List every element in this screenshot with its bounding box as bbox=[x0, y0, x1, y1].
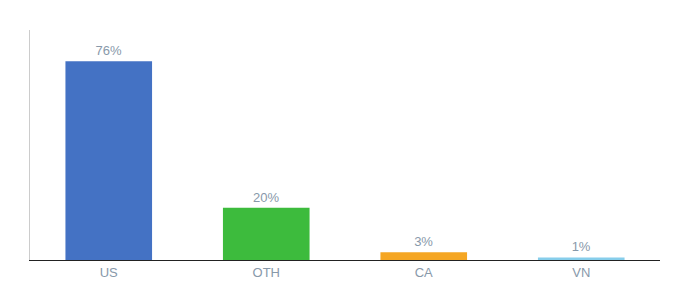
svg-text:20%: 20% bbox=[253, 190, 279, 205]
svg-text:3%: 3% bbox=[414, 234, 433, 249]
svg-text:CA: CA bbox=[415, 265, 433, 280]
svg-text:VN: VN bbox=[572, 265, 590, 280]
svg-text:1%: 1% bbox=[572, 239, 591, 254]
svg-text:OTH: OTH bbox=[253, 265, 280, 280]
svg-text:US: US bbox=[100, 265, 118, 280]
svg-text:76%: 76% bbox=[96, 43, 122, 58]
